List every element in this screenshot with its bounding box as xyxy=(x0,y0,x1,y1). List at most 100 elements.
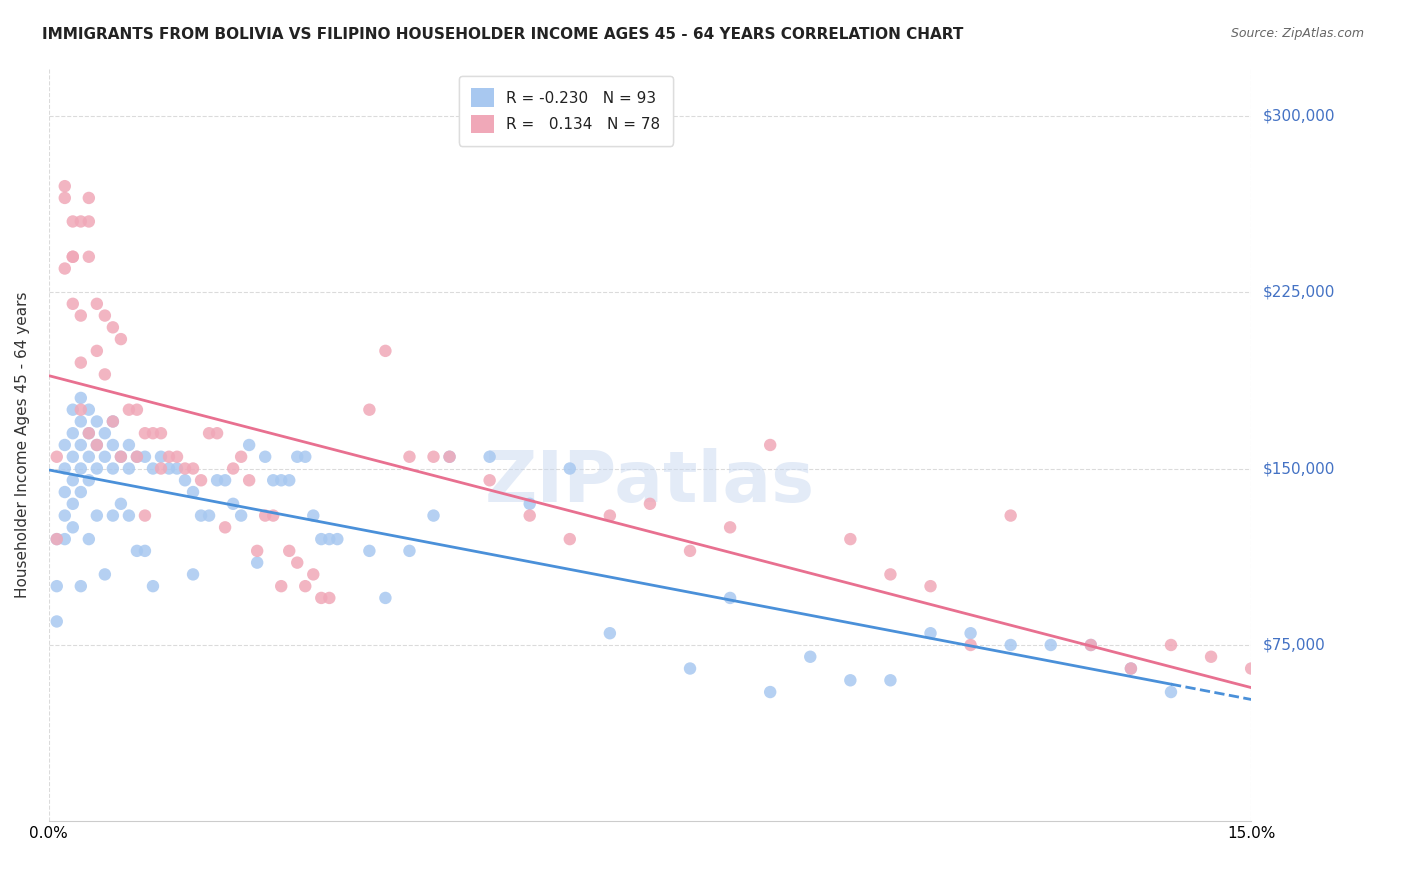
Point xyxy=(157,450,180,464)
Point xyxy=(181,461,204,475)
Point xyxy=(77,402,100,417)
Point xyxy=(174,461,197,475)
Point xyxy=(311,591,333,605)
Point xyxy=(94,309,117,323)
Point xyxy=(198,508,221,523)
Point xyxy=(62,450,84,464)
Point xyxy=(69,579,91,593)
Point xyxy=(77,214,100,228)
Point xyxy=(53,485,76,500)
Point xyxy=(294,579,316,593)
Point xyxy=(599,508,621,523)
Point xyxy=(166,450,188,464)
Point xyxy=(94,450,117,464)
Point xyxy=(101,508,124,523)
Text: IMMIGRANTS FROM BOLIVIA VS FILIPINO HOUSEHOLDER INCOME AGES 45 - 64 YEARS CORREL: IMMIGRANTS FROM BOLIVIA VS FILIPINO HOUS… xyxy=(42,27,963,42)
Point xyxy=(45,450,67,464)
Text: Source: ZipAtlas.com: Source: ZipAtlas.com xyxy=(1230,27,1364,40)
Point xyxy=(294,450,316,464)
Point xyxy=(53,179,76,194)
Point xyxy=(62,297,84,311)
Point xyxy=(205,426,228,441)
Point xyxy=(181,567,204,582)
Point xyxy=(439,450,461,464)
Point xyxy=(101,461,124,475)
Legend: R = -0.230   N = 93, R =   0.134   N = 78: R = -0.230 N = 93, R = 0.134 N = 78 xyxy=(458,76,672,145)
Point xyxy=(959,638,981,652)
Point xyxy=(718,591,741,605)
Point xyxy=(1039,638,1062,652)
Point xyxy=(799,649,821,664)
Point xyxy=(839,673,862,688)
Point xyxy=(1160,638,1182,652)
Point xyxy=(110,332,132,346)
Point xyxy=(759,685,782,699)
Point xyxy=(398,544,420,558)
Point xyxy=(94,368,117,382)
Point xyxy=(920,579,942,593)
Point xyxy=(422,508,444,523)
Point xyxy=(262,473,284,487)
Point xyxy=(1240,661,1263,675)
Point xyxy=(69,485,91,500)
Point xyxy=(45,579,67,593)
Point xyxy=(69,309,91,323)
Point xyxy=(94,567,117,582)
Point xyxy=(118,438,141,452)
Point xyxy=(53,461,76,475)
Point xyxy=(157,461,180,475)
Point xyxy=(278,473,301,487)
Point xyxy=(311,532,333,546)
Point xyxy=(205,473,228,487)
Point xyxy=(679,661,702,675)
Text: $300,000: $300,000 xyxy=(1263,108,1334,123)
Text: $75,000: $75,000 xyxy=(1263,638,1324,652)
Point xyxy=(134,544,156,558)
Point xyxy=(125,450,148,464)
Point xyxy=(374,343,396,358)
Point xyxy=(69,402,91,417)
Point xyxy=(214,473,236,487)
Point xyxy=(62,214,84,228)
Point xyxy=(1119,661,1142,675)
Point xyxy=(45,532,67,546)
Point xyxy=(94,426,117,441)
Point xyxy=(118,461,141,475)
Point xyxy=(879,567,901,582)
Point xyxy=(359,402,381,417)
Point xyxy=(302,567,325,582)
Text: ZIPatlas: ZIPatlas xyxy=(485,448,815,517)
Point xyxy=(959,626,981,640)
Point xyxy=(879,673,901,688)
Point xyxy=(134,508,156,523)
Point xyxy=(190,473,212,487)
Point xyxy=(69,391,91,405)
Point xyxy=(134,450,156,464)
Point xyxy=(53,508,76,523)
Point xyxy=(519,497,541,511)
Point xyxy=(45,532,67,546)
Point xyxy=(222,461,245,475)
Point xyxy=(77,426,100,441)
Point xyxy=(198,426,221,441)
Point xyxy=(238,473,260,487)
Point xyxy=(45,615,67,629)
Point xyxy=(86,438,108,452)
Point xyxy=(285,556,308,570)
Point xyxy=(270,579,292,593)
Point xyxy=(77,473,100,487)
Point xyxy=(246,544,269,558)
Point xyxy=(270,473,292,487)
Point xyxy=(101,414,124,428)
Point xyxy=(439,450,461,464)
Point xyxy=(920,626,942,640)
Point xyxy=(118,402,141,417)
Point xyxy=(1000,508,1022,523)
Point xyxy=(69,414,91,428)
Point xyxy=(86,297,108,311)
Point xyxy=(101,320,124,334)
Point xyxy=(142,579,165,593)
Point xyxy=(1080,638,1102,652)
Point xyxy=(326,532,349,546)
Point xyxy=(62,426,84,441)
